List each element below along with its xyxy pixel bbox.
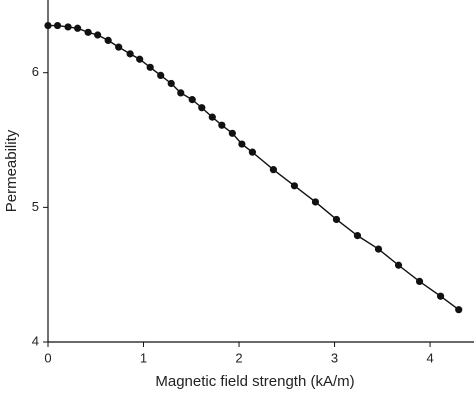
point [290, 182, 299, 190]
y-tick-label: 6 [32, 64, 39, 79]
point [198, 104, 206, 112]
point [167, 79, 175, 88]
point [311, 198, 320, 206]
y-tick-label: 4 [32, 333, 39, 348]
x-tick-label: 2 [235, 350, 242, 365]
x-tick-label: 3 [331, 350, 338, 365]
point [436, 292, 445, 300]
x-tick-label: 0 [44, 350, 51, 365]
point [332, 215, 341, 224]
point [84, 28, 92, 36]
point [269, 166, 278, 174]
point [228, 129, 236, 137]
point [374, 245, 383, 253]
point [208, 113, 216, 121]
point [188, 96, 196, 104]
point [53, 21, 62, 30]
point [394, 261, 403, 269]
y-tick-label: 5 [32, 199, 39, 214]
point [115, 43, 123, 51]
point [136, 55, 144, 63]
point [74, 24, 82, 32]
y-axis-title: Permeability [3, 129, 20, 212]
x-tick-label: 1 [140, 350, 147, 365]
x-axis-title: Magnetic field strength (kA/m) [155, 373, 354, 390]
point [157, 71, 165, 80]
point [353, 232, 362, 240]
point [455, 306, 463, 314]
point [177, 89, 185, 97]
point [94, 31, 102, 39]
point [104, 36, 112, 44]
point [415, 277, 424, 286]
point [64, 23, 72, 31]
point [44, 21, 52, 30]
point [146, 63, 154, 71]
point [218, 121, 226, 129]
point [238, 140, 246, 148]
point [248, 148, 257, 156]
x-tick-label: 4 [426, 350, 433, 365]
point [126, 50, 134, 58]
